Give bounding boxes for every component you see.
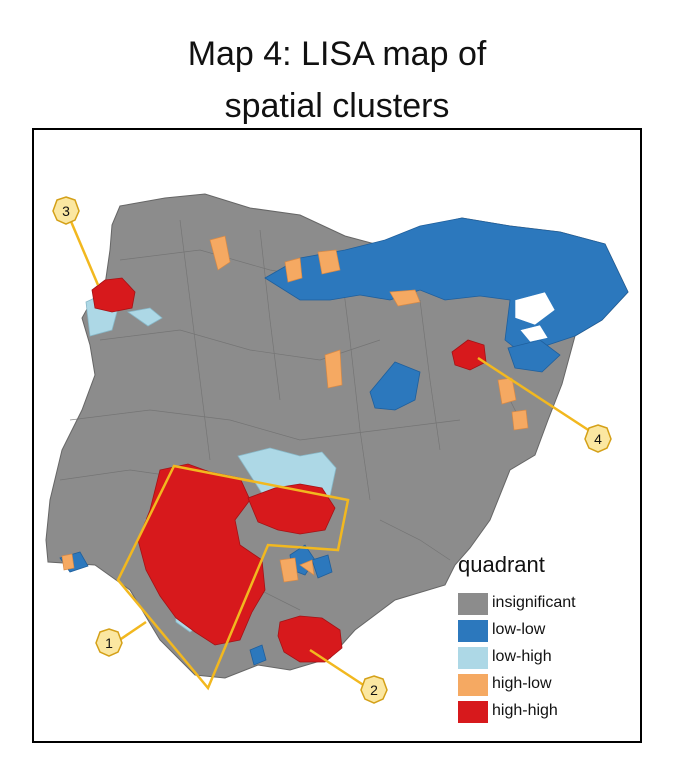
map-title-line-1: Map 4: LISA map of [187, 35, 487, 73]
cluster-1-outline [116, 464, 350, 691]
legend-label-high-low: high-low [492, 675, 552, 692]
high-low-areas [61, 235, 529, 583]
cluster-highlights [65, 211, 597, 691]
map-title-line-2: spatial clusters [224, 87, 450, 125]
annotation-label-1: 1 [105, 635, 113, 651]
legend-swatch-insignificant [458, 593, 488, 615]
annotation-label-2: 2 [370, 682, 378, 698]
high-high-areas [91, 277, 487, 663]
leader-line-2 [309, 648, 369, 690]
annotation-label-4: 4 [594, 431, 602, 447]
annotation-marker-1: 1 [95, 628, 123, 657]
annotation-marker-3: 3 [52, 196, 80, 225]
no-data-areas [514, 291, 556, 343]
legend-swatch-low-low [458, 620, 488, 642]
leader-line-3 [65, 211, 100, 286]
legend-label-insignificant: insignificant [492, 594, 576, 611]
legend-label-low-low: low-low [492, 621, 546, 638]
annotation-label-3: 3 [62, 203, 70, 219]
leader-line-4 [477, 356, 597, 437]
map-frame [32, 128, 642, 743]
legend-label-high-high: high-high [492, 702, 558, 719]
legend-swatch-high-low [458, 674, 488, 696]
legend-label-low-high: low-high [492, 648, 552, 665]
annotation-marker-4: 4 [584, 424, 612, 453]
legend-title: quadrant [458, 552, 545, 577]
annotation-marker-2: 2 [360, 675, 388, 704]
legend-swatch-low-high [458, 647, 488, 669]
legend-swatch-high-high [458, 701, 488, 723]
